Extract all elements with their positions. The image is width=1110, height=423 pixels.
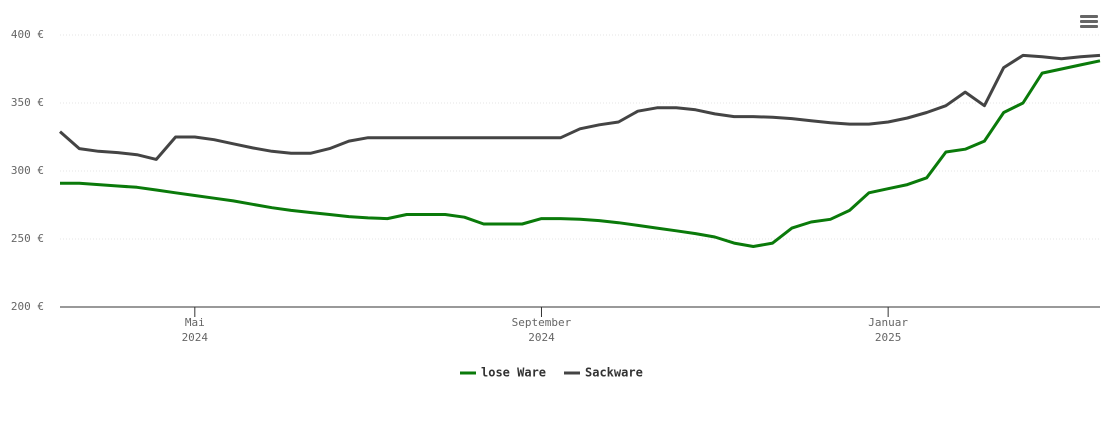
y-tick-label: 350 €: [11, 96, 44, 109]
legend-item[interactable]: lose Ware: [460, 366, 546, 380]
legend-label: Sackware: [585, 366, 643, 380]
y-tick-label: 250 €: [11, 232, 44, 245]
y-tick-label: 200 €: [11, 300, 44, 313]
x-tick-label-line: Januar: [868, 316, 908, 329]
y-tick-label: 400 €: [11, 28, 44, 41]
x-tick-label-line: 2024: [182, 331, 209, 344]
x-tick-label: Januar 2025: [868, 316, 908, 344]
x-tick-label: September 2024: [512, 316, 572, 344]
line-series: [60, 59, 1101, 248]
menu-bar: [1080, 20, 1098, 23]
legend-label: lose Ware: [481, 366, 546, 380]
x-tick-label-line: Mai: [185, 316, 205, 329]
x-tick-label-line: 2025: [875, 331, 902, 344]
x-tick-label-line: September: [512, 316, 572, 329]
y-tick-label: 300 €: [11, 164, 44, 177]
x-tick-label-line: 2024: [528, 331, 555, 344]
x-tick-label: Mai 2024: [182, 316, 209, 344]
line-series: [59, 53, 1101, 161]
menu-bar: [1080, 25, 1098, 28]
menu-icon[interactable]: [1080, 15, 1098, 28]
menu-bar: [1080, 15, 1098, 18]
legend-item[interactable]: Sackware: [564, 366, 643, 380]
